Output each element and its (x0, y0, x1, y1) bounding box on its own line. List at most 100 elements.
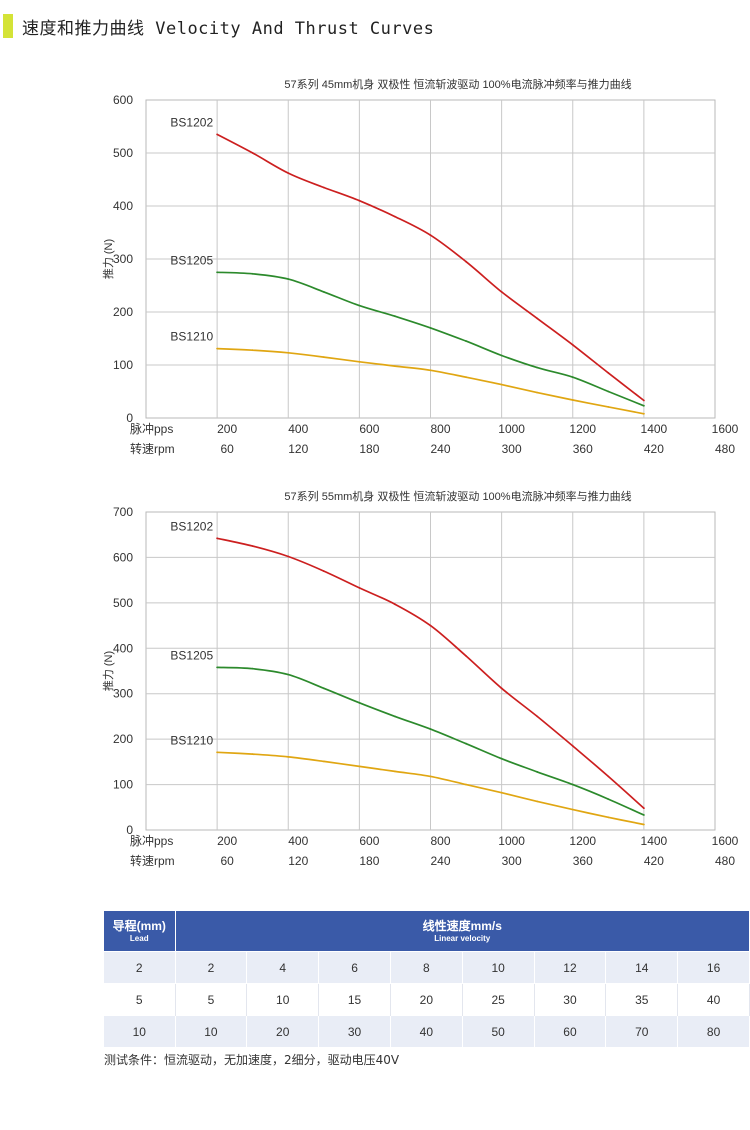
x-tick-label: 1000 (498, 834, 525, 848)
data-point (394, 715, 396, 718)
velocity-cell: 10 (462, 951, 535, 984)
velocity-cell: 4 (246, 951, 320, 984)
y-tick-label: 700 (113, 505, 133, 519)
lead-header: 导程(mm) Lead (104, 911, 176, 952)
data-point (536, 391, 539, 394)
data-point (500, 291, 503, 293)
data-point (394, 770, 396, 773)
x-tick-label: 600 (359, 422, 379, 436)
data-point (358, 199, 361, 202)
data-point (465, 655, 467, 657)
velocity-cell: 6 (318, 951, 391, 984)
x2-tick-label: 360 (573, 442, 593, 456)
data-point (216, 751, 219, 754)
x2-tick-label: 420 (644, 854, 664, 868)
series-label-bs1205: BS1205 (170, 253, 213, 267)
x2-axis-label: 转速rpm (130, 853, 175, 868)
x-tick-label: 1400 (641, 834, 668, 848)
data-point (216, 133, 219, 136)
data-point (358, 701, 361, 704)
data-point (571, 745, 574, 747)
y-tick-label: 600 (113, 93, 133, 107)
velocity-cell: 16 (677, 951, 750, 984)
data-point (322, 570, 325, 572)
y-tick-label: 400 (113, 199, 133, 213)
y-tick-label: 300 (113, 252, 133, 266)
data-point (465, 376, 467, 379)
data-point (251, 667, 254, 670)
data-point (500, 791, 503, 794)
y-tick-label: 200 (113, 732, 133, 746)
grid-lines (146, 512, 715, 830)
x-tick-label: 400 (288, 422, 308, 436)
y-tick-label: 600 (113, 550, 133, 564)
data-point (251, 272, 254, 275)
data-point (287, 673, 290, 676)
data-point (394, 603, 396, 606)
velocity-cell: 35 (605, 983, 679, 1016)
chart-svg: 57系列 55mm机身 双极性 恒流斩波驱动 100%电流脉冲频率与推力曲线 0 1… (101, 489, 739, 868)
x-tick-label: 400 (288, 834, 308, 848)
thrust-curve-chart-55mm: 57系列 55mm机身 双极性 恒流斩波驱动 100%电流脉冲频率与推力曲线 0 1… (0, 482, 750, 882)
series-points-bs1205 (216, 271, 645, 407)
data-point (429, 624, 432, 627)
data-point (571, 808, 574, 811)
y-tick-label: 100 (113, 778, 133, 792)
y-tick-label: 500 (113, 146, 133, 160)
series-label-bs1210: BS1210 (170, 733, 213, 747)
x2-tick-label: 120 (288, 442, 308, 456)
data-point (571, 783, 574, 786)
x2-tick-label: 60 (220, 442, 234, 456)
y-tick-label: 100 (113, 358, 133, 372)
series-points-bs1205 (216, 666, 645, 816)
data-point (287, 756, 290, 758)
velocity-cell: 80 (677, 1015, 750, 1047)
chart-title: 57系列 55mm机身 双极性 恒流斩波驱动 100%电流脉冲频率与推力曲线 (284, 489, 631, 503)
x-axis-label: 脉冲pps (130, 421, 173, 436)
data-point (322, 760, 325, 763)
y-axis-label: 推力 (N) (101, 651, 115, 691)
data-point (500, 687, 503, 690)
data-point (394, 215, 396, 218)
data-point (571, 344, 574, 346)
velocity-cell: 20 (390, 983, 463, 1016)
velocity-cell: 12 (534, 951, 607, 984)
data-point (607, 816, 610, 819)
data-point (322, 291, 325, 293)
data-point (465, 783, 467, 786)
section-header: 速度和推力曲线 Velocity And Thrust Curves (0, 0, 750, 48)
data-point (465, 260, 467, 263)
velocity-cell: 5 (175, 983, 248, 1016)
data-point (287, 278, 290, 280)
table-row: 10 10 20 30 40 50 60 70 80 (104, 1015, 750, 1047)
data-point (429, 327, 432, 329)
lead-cell: 2 (104, 951, 176, 984)
data-point (216, 347, 219, 350)
velocity-cell: 8 (390, 951, 463, 984)
data-point (287, 555, 290, 558)
chart-svg: 57系列 45mm机身 双极性 恒流斩波驱动 100%电流脉冲频率与推力曲线 0 1… (101, 77, 739, 456)
y-tick-label: 400 (113, 641, 133, 655)
x-tick-label: 1600 (712, 834, 739, 848)
data-point (358, 765, 361, 768)
chart-title: 57系列 45mm机身 双极性 恒流斩波驱动 100%电流脉冲频率与推力曲线 (284, 77, 631, 91)
data-point (643, 814, 645, 816)
data-point (322, 186, 325, 189)
data-point (607, 406, 610, 408)
velocity-cell: 30 (534, 983, 607, 1016)
y-tick-label: 500 (113, 596, 133, 610)
velocity-cell: 10 (246, 983, 320, 1016)
velocity-cell: 20 (246, 1015, 320, 1047)
data-point (287, 351, 290, 354)
velocity-cell: 30 (318, 1015, 391, 1047)
data-point (251, 349, 254, 352)
x2-tick-label: 240 (430, 442, 450, 456)
lead-header-label-en: Lead (129, 934, 149, 943)
velocity-cell: 50 (462, 1015, 535, 1047)
y-tick-label: 0 (126, 823, 133, 837)
velocity-header-label-en: Linear velocity (434, 934, 491, 943)
x-tick-label: 1400 (641, 422, 668, 436)
x2-tick-label: 120 (288, 854, 308, 868)
velocity-header-label: 线性速度mm/s (422, 919, 502, 933)
